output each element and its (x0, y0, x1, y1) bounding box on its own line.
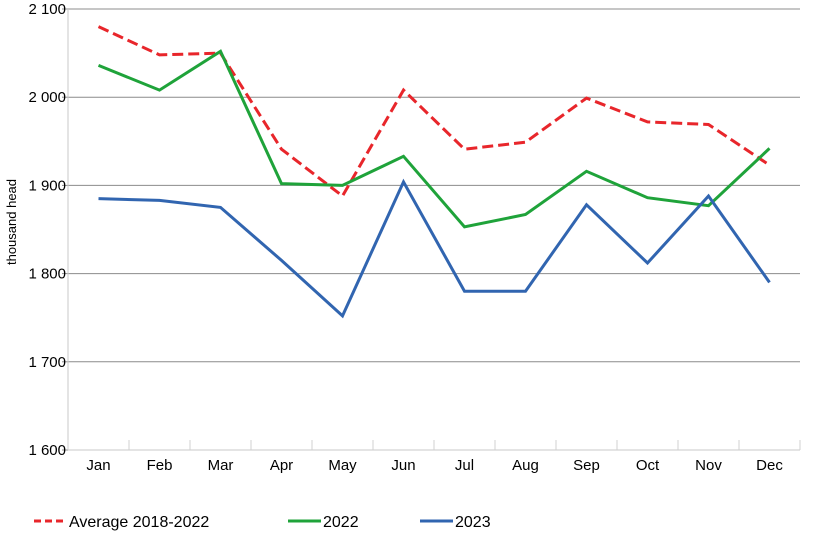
y-axis: 1 600 1 700 1 800 1 900 2 000 2 100 (28, 1, 66, 459)
x-tick-label: Oct (636, 457, 660, 474)
legend-label-0: Average 2018-2022 (69, 514, 209, 531)
series-lines (97, 25, 771, 319)
x-tick-label: Jan (86, 457, 110, 474)
legend-label-1: 2022 (323, 514, 359, 531)
legend: Average 2018-2022 2022 2023 (34, 514, 491, 531)
x-tick-label: May (328, 457, 357, 474)
x-tick-label: Nov (695, 457, 722, 474)
series-line-2 (98, 178, 771, 319)
x-tick-label: Aug (512, 457, 539, 474)
x-tick-label: Apr (270, 457, 293, 474)
x-tick-label: Dec (756, 457, 783, 474)
y-axis-label: thousand head (4, 179, 19, 265)
y-tick-label: 2 000 (28, 89, 66, 106)
y-tick-label: 1 700 (28, 354, 66, 371)
y-tick-label: 2 100 (28, 1, 66, 18)
x-tick-label: Sep (573, 457, 600, 474)
y-tick-label: 1 800 (28, 266, 66, 283)
grid-lines (62, 8, 801, 451)
series-line-1 (97, 49, 771, 229)
x-axis: Jan Feb Mar Apr May Jun Jul Aug Sep Oct Nov Dec (86, 457, 783, 474)
x-tick-label: Feb (147, 457, 173, 474)
series-line-0 (97, 25, 771, 199)
x-tick-label: Jun (391, 457, 415, 474)
y-tick-label: 1 900 (28, 177, 66, 194)
x-tick-label: Jul (455, 457, 474, 474)
y-tick-label: 1 600 (28, 442, 66, 459)
legend-label-2: 2023 (455, 514, 491, 531)
x-tick-label: Mar (208, 457, 234, 474)
